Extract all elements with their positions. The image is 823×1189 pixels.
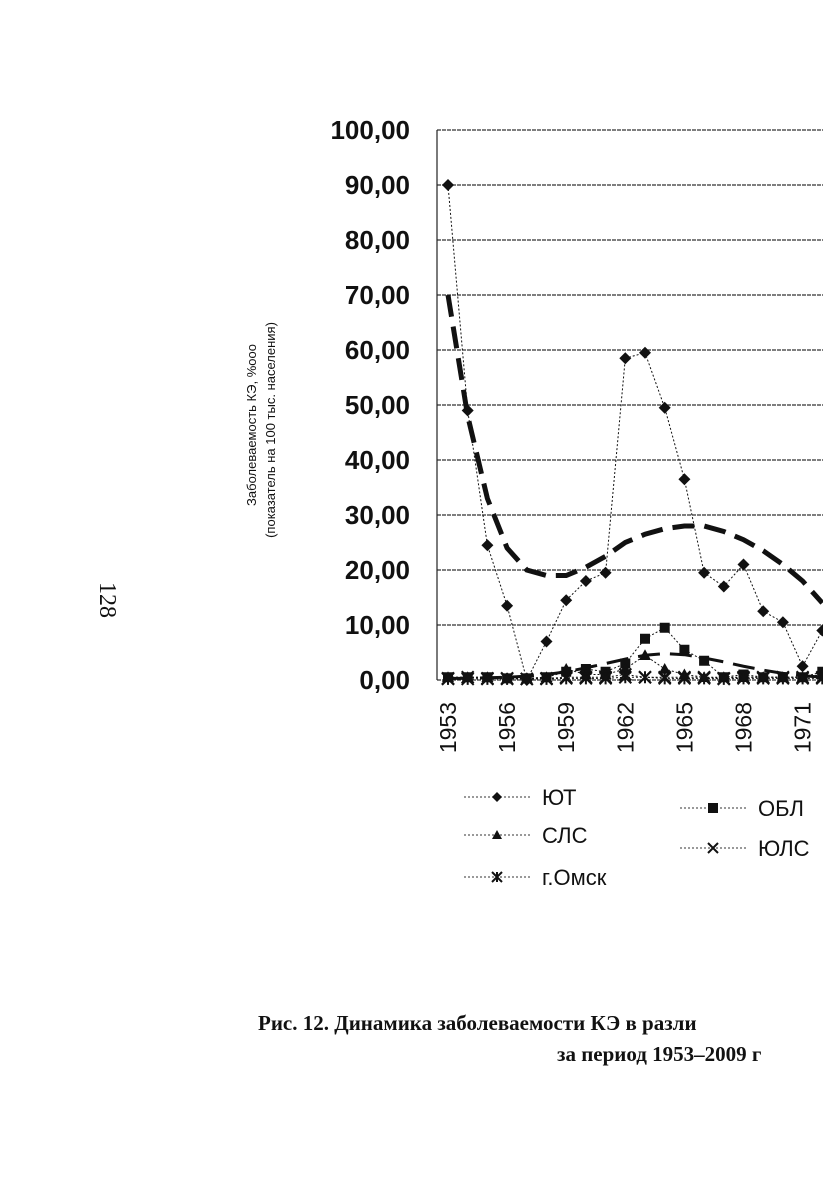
marker bbox=[657, 671, 672, 686]
marker bbox=[599, 566, 612, 579]
y-tick-label: 30,00 bbox=[345, 500, 410, 530]
marker bbox=[639, 346, 651, 359]
legend-label: г.Омск bbox=[542, 865, 607, 890]
marker bbox=[796, 660, 809, 673]
marker bbox=[640, 633, 650, 644]
marker bbox=[618, 670, 633, 684]
marker bbox=[492, 792, 502, 802]
y-axis-title: (показатель на 100 тыс. населения) bbox=[263, 322, 278, 538]
y-tick-label: 50,00 bbox=[345, 390, 410, 420]
x-tick-label: 1962 bbox=[612, 702, 638, 753]
marker bbox=[639, 649, 651, 661]
marker bbox=[678, 473, 691, 486]
marker bbox=[756, 671, 770, 686]
marker bbox=[737, 558, 750, 571]
marker bbox=[480, 672, 495, 686]
x-tick-label: 1968 bbox=[731, 702, 757, 753]
y-tick-label: 20,00 bbox=[345, 555, 410, 585]
y-tick-label: 60,00 bbox=[345, 335, 410, 365]
x-tick-label: 1971 bbox=[790, 702, 816, 753]
marker bbox=[491, 871, 503, 883]
marker bbox=[461, 404, 474, 417]
marker bbox=[817, 666, 823, 677]
page-number: 128 bbox=[94, 582, 120, 618]
marker bbox=[539, 672, 554, 686]
marker bbox=[795, 671, 810, 686]
marker bbox=[717, 580, 730, 593]
marker bbox=[659, 622, 670, 633]
marker bbox=[677, 671, 692, 686]
marker bbox=[757, 605, 770, 618]
y-tick-label: 100,00 bbox=[330, 115, 410, 145]
marker bbox=[579, 671, 593, 686]
x-tick-label: 1965 bbox=[671, 702, 697, 753]
legend-label: ОБЛ bbox=[758, 796, 804, 821]
legend-label: ЮТ bbox=[542, 785, 576, 810]
marker bbox=[619, 352, 632, 365]
marker bbox=[736, 671, 751, 686]
x-tick-label: 1959 bbox=[553, 702, 579, 753]
marker bbox=[460, 672, 475, 686]
marker bbox=[520, 672, 534, 686]
marker bbox=[658, 663, 671, 674]
series-line bbox=[447, 184, 823, 682]
x-tick-label: 1956 bbox=[494, 702, 520, 753]
y-tick-label: 10,00 bbox=[345, 610, 410, 640]
marker bbox=[717, 672, 731, 686]
y-tick-label: 0,00 bbox=[359, 665, 410, 695]
marker bbox=[441, 672, 455, 686]
marker bbox=[442, 179, 454, 191]
marker bbox=[776, 616, 789, 629]
marker bbox=[500, 672, 514, 686]
x-tick-label: 1953 bbox=[435, 702, 461, 753]
marker bbox=[492, 830, 502, 839]
marker bbox=[697, 671, 711, 686]
marker bbox=[560, 663, 573, 674]
marker bbox=[679, 644, 690, 655]
marker bbox=[816, 624, 823, 637]
marker bbox=[501, 599, 514, 612]
y-axis-title: Заболеваемость КЭ, %ooo bbox=[244, 344, 259, 506]
marker bbox=[698, 566, 711, 579]
marker bbox=[707, 842, 719, 854]
legend-label: ЮЛС bbox=[758, 836, 810, 861]
marker bbox=[481, 539, 494, 552]
legend-label: СЛС bbox=[542, 823, 588, 848]
marker bbox=[658, 401, 671, 414]
series-line bbox=[447, 673, 823, 680]
y-tick-label: 90,00 bbox=[345, 170, 410, 200]
marker bbox=[776, 671, 790, 686]
marker bbox=[559, 671, 573, 686]
marker bbox=[638, 670, 652, 684]
marker bbox=[598, 671, 613, 686]
series-line bbox=[448, 676, 823, 680]
marker bbox=[560, 594, 573, 607]
marker bbox=[540, 635, 553, 648]
caption: за период 1953–2009 г bbox=[557, 1042, 761, 1066]
y-tick-label: 80,00 bbox=[345, 225, 410, 255]
y-tick-label: 40,00 bbox=[345, 445, 410, 475]
y-tick-label: 70,00 bbox=[345, 280, 410, 310]
caption: Рис. 12. Динамика заболеваемости КЭ в ра… bbox=[258, 1011, 697, 1035]
trend-line bbox=[445, 294, 823, 605]
marker bbox=[579, 575, 592, 587]
marker bbox=[708, 803, 718, 813]
marker bbox=[815, 671, 823, 686]
marker bbox=[699, 655, 710, 666]
